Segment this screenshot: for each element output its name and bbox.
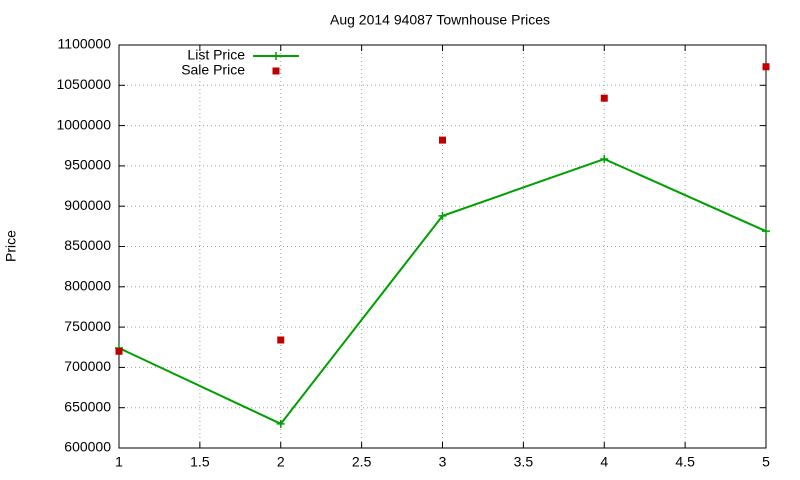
point <box>276 419 285 428</box>
legend-label: List Price <box>187 47 245 63</box>
x-tick-label: 2 <box>277 454 285 470</box>
point <box>115 347 123 355</box>
legend-swatch <box>272 52 280 60</box>
x-tick-label: 4 <box>600 454 608 470</box>
legend-label: Sale Price <box>181 62 245 78</box>
point <box>438 211 447 220</box>
series-line <box>118 157 767 426</box>
point <box>762 227 770 236</box>
x-tick-label: 3.5 <box>514 454 534 470</box>
point <box>600 94 608 102</box>
x-tick-label: 1 <box>115 454 123 470</box>
x-tick-label: 2.5 <box>352 454 372 470</box>
y-axis-label: Price <box>3 230 19 262</box>
y-tick-label: 600000 <box>64 439 111 455</box>
y-tick-label: 1050000 <box>56 76 111 92</box>
y-tick-label: 950000 <box>64 157 111 173</box>
y-tick-label: 700000 <box>64 358 111 374</box>
y-tick-label: 850000 <box>64 237 111 253</box>
y-tick-label: 1100000 <box>58 36 112 52</box>
y-tick-label: 650000 <box>64 398 111 414</box>
x-tick-label: 1.5 <box>190 454 210 470</box>
point <box>277 336 285 344</box>
point <box>762 63 770 71</box>
y-tick-label: 900000 <box>64 197 111 213</box>
x-tick-label: 5 <box>762 454 770 470</box>
y-tick-label: 1000000 <box>56 116 111 132</box>
point <box>600 155 609 164</box>
x-tick-label: 3 <box>439 454 447 470</box>
x-tick-label: 4.5 <box>675 454 695 470</box>
point <box>439 136 446 144</box>
y-tick-label: 750000 <box>64 318 111 334</box>
legend-swatch <box>272 67 280 75</box>
chart-title: Aug 2014 94087 Townhouse Prices <box>330 12 550 28</box>
plot-border <box>118 44 767 449</box>
y-tick-label: 800000 <box>64 278 111 294</box>
